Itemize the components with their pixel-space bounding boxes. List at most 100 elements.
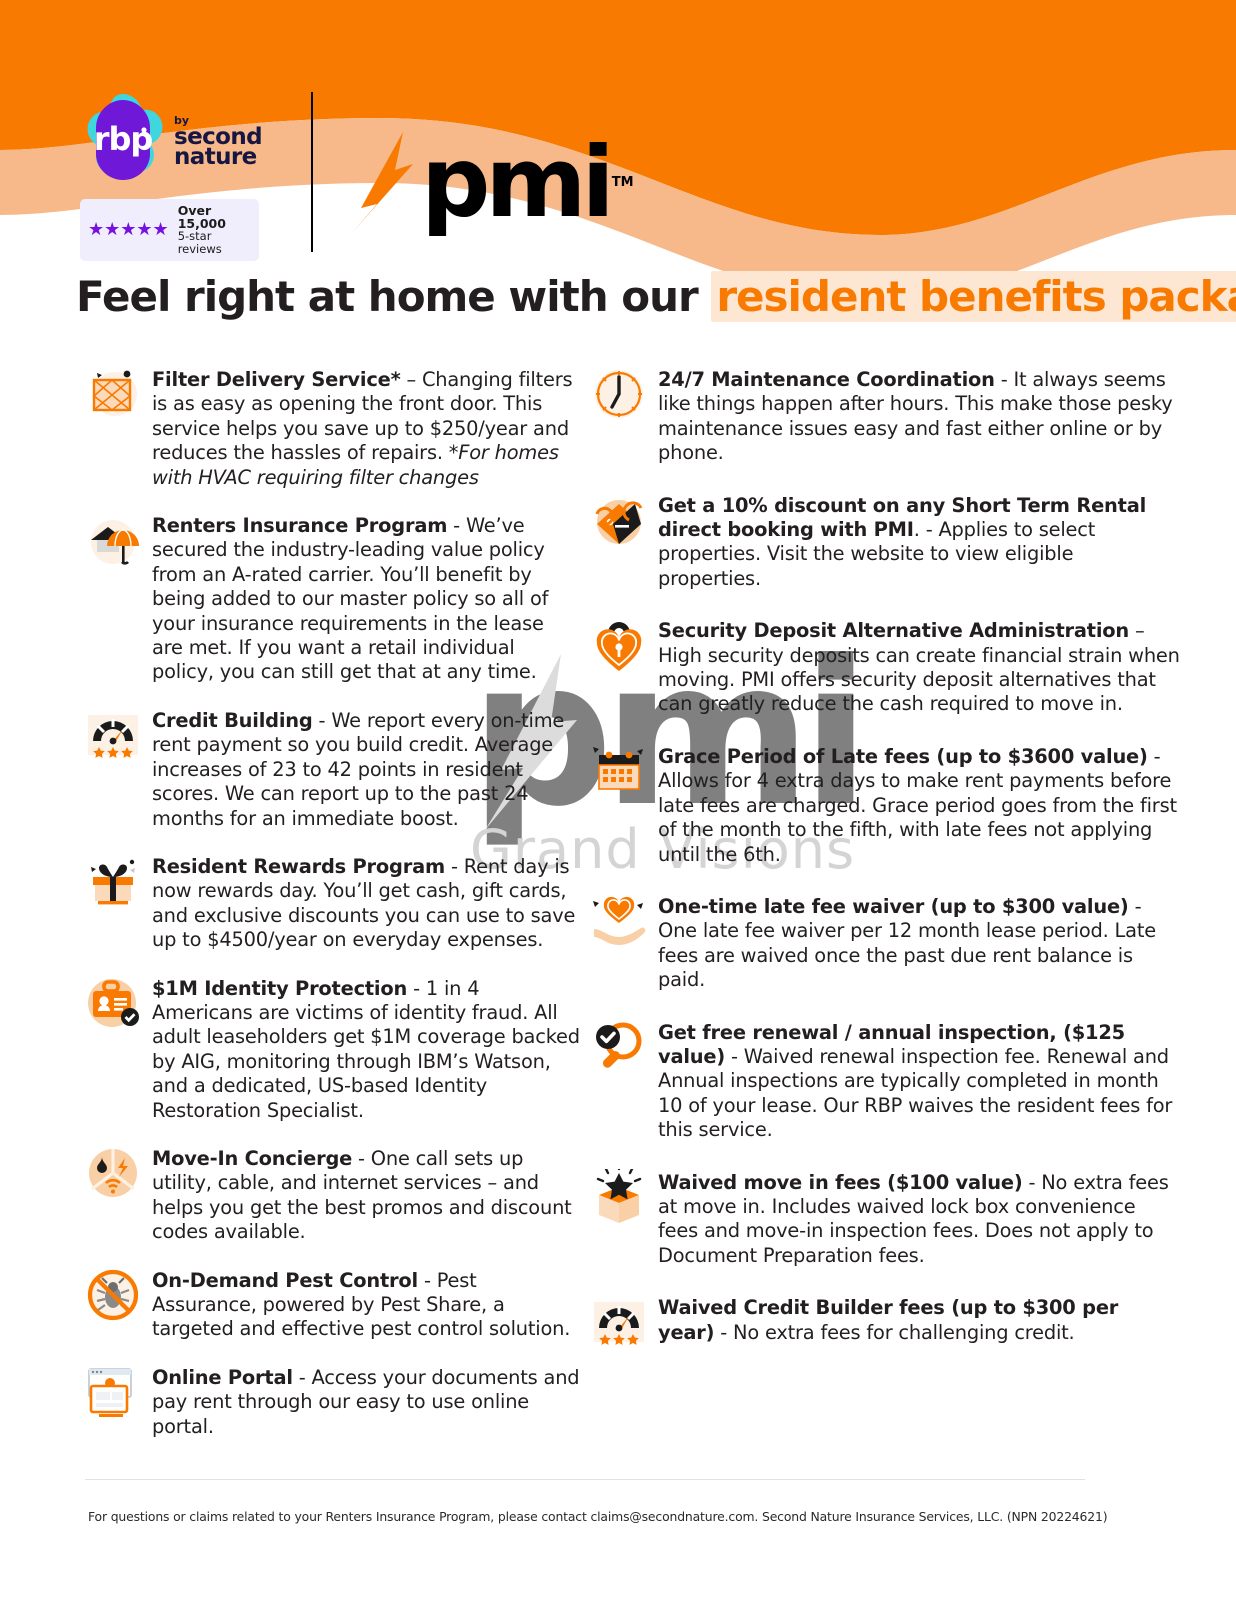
top-banner (0, 0, 1236, 340)
benefit-body: – Changing filters is as easy as opening… (152, 368, 573, 465)
benefit-text: Security Deposit Alternative Administrat… (658, 617, 1180, 717)
benefit-body: - One call sets up utility, cable, and i… (152, 1146, 572, 1244)
benefit-item: Resident Rewards Program - Rent day is n… (85, 853, 580, 953)
benefit-item: 24/7 Maintenance Coordination - It alway… (591, 366, 1180, 466)
benefit-item: Grace Period of Late fees (up to $3600 v… (591, 743, 1180, 867)
benefit-title: $1M Identity Protection (152, 976, 408, 1000)
reviews-badge: ★★★★★ Over 15,000 5-star reviews (80, 199, 259, 261)
benefit-title: 24/7 Maintenance Coordination (658, 368, 995, 391)
benefit-body: - No extra fees for challenging credit. (714, 1320, 1075, 1344)
benefit-text: Online Portal - Access your documents an… (152, 1364, 580, 1439)
pmi-arrow-icon (351, 132, 413, 234)
benefit-title: Waived move in fees ($100 value) (658, 1170, 1023, 1194)
by-label: by (174, 113, 190, 127)
benefit-text: Resident Rewards Program - Rent day is n… (152, 853, 580, 953)
benefit-item: Credit Building - We report every on-tim… (85, 707, 580, 831)
benefit-title: Credit Building (152, 708, 313, 732)
clock-icon (591, 366, 647, 422)
benefit-text: 24/7 Maintenance Coordination - It alway… (658, 366, 1180, 466)
benefit-text: Grace Period of Late fees (up to $3600 v… (658, 743, 1180, 867)
inspection-magnifier-icon (591, 1019, 647, 1075)
benefit-text: Get a 10% discount on any Short Term Ren… (658, 492, 1180, 592)
credit-gauge-icon (591, 1294, 647, 1350)
banner-peach-wave (0, 118, 1236, 300)
pmi-wordmark-text: pmi (421, 126, 615, 239)
umbrella-house-icon (85, 512, 141, 568)
utilities-icon (85, 1145, 141, 1201)
headline-highlight: resident benefits package. (711, 271, 1236, 322)
benefit-title: Resident Rewards Program (152, 854, 445, 878)
discount-tag-icon (591, 492, 647, 548)
footer-divider (85, 1479, 1085, 1480)
benefit-text: Renters Insurance Program - We’ve secure… (152, 512, 580, 685)
second-nature-line2: nature (174, 143, 257, 170)
filter-icon (85, 366, 141, 422)
logo-row: rbp by second nature ★★★★★ Over 15,000 5… (80, 92, 634, 267)
second-nature-line1: second (174, 123, 263, 150)
benefits-column-left: Filter Delivery Service* – Changing filt… (0, 366, 580, 1461)
pmi-logo: pmi TM (347, 130, 634, 236)
benefits-columns: Filter Delivery Service* – Changing filt… (0, 366, 1236, 1461)
benefit-body: - No extra fees at move in. Includes wai… (658, 1170, 1169, 1267)
benefit-body: - Access your documents and pay rent thr… (152, 1365, 580, 1438)
benefit-item: On-Demand Pest Control - Pest Assurance,… (85, 1267, 580, 1342)
benefit-body: - Rent day is now rewards day. You’ll ge… (152, 854, 576, 952)
benefit-item: One-time late fee waiver (up to $300 val… (591, 893, 1180, 993)
benefit-item: Waived Credit Builder fees (up to $300 p… (591, 1294, 1180, 1350)
benefit-text: Get free renewal / annual inspection, ($… (658, 1019, 1180, 1143)
benefit-item: Move-In Concierge - One call sets up uti… (85, 1145, 580, 1245)
benefit-item: Renters Insurance Program - We’ve secure… (85, 512, 580, 685)
online-portal-icon (85, 1364, 141, 1420)
benefit-item: Filter Delivery Service* – Changing filt… (85, 366, 580, 490)
benefit-text: Credit Building - We report every on-tim… (152, 707, 580, 831)
benefits-column-right: 24/7 Maintenance Coordination - It alway… (580, 366, 1180, 1461)
hand-heart-icon (591, 893, 647, 949)
benefit-item: Get free renewal / annual inspection, ($… (591, 1019, 1180, 1143)
headline-plain: Feel right at home with our (76, 272, 712, 321)
benefit-title: Renters Insurance Program (152, 514, 448, 538)
reviews-count: Over 15,000 (177, 203, 226, 231)
page-title: Feel right at home with our resident ben… (76, 271, 1236, 322)
benefit-title: Online Portal (152, 1365, 293, 1389)
id-badge-icon (85, 975, 141, 1031)
benefit-text: Move-In Concierge - One call sets up uti… (152, 1145, 580, 1245)
benefit-text: On-Demand Pest Control - Pest Assurance,… (152, 1267, 580, 1342)
benefit-title: On-Demand Pest Control (152, 1268, 418, 1292)
benefit-body: - Allows for 4 extra days to make rent p… (658, 744, 1177, 866)
benefit-item: Security Deposit Alternative Administrat… (591, 617, 1180, 717)
logo-divider (311, 92, 313, 252)
benefit-item: Get a 10% discount on any Short Term Ren… (591, 492, 1180, 592)
benefit-body: - Waived renewal inspection fee. Renewal… (658, 1044, 1173, 1142)
gift-icon (85, 853, 141, 909)
benefit-body: - One late fee waiver per 12 month lease… (658, 894, 1156, 992)
benefit-body: - 1 in 4 Americans are victims of identi… (152, 976, 580, 1122)
reviews-text: Over 15,000 5-star reviews (177, 203, 250, 256)
benefit-title: One-time late fee waiver (up to $300 val… (658, 894, 1129, 918)
benefit-text: $1M Identity Protection - 1 in 4 America… (152, 975, 580, 1123)
benefit-footnote: *For homes with HVAC requiring filter ch… (152, 441, 559, 489)
benefit-title: Move-In Concierge (152, 1146, 353, 1170)
pmi-wordmark: pmi TM (421, 134, 634, 231)
benefit-body: - We’ve secured the industry-leading val… (152, 514, 549, 684)
credit-gauge-icon (85, 707, 141, 763)
benefit-body: - We report every on-time rent payment s… (152, 708, 565, 830)
benefit-title: Filter Delivery Service* (152, 368, 401, 391)
reviews-label: 5-star reviews (177, 229, 222, 256)
benefit-text: Waived Credit Builder fees (up to $300 p… (658, 1294, 1180, 1345)
rbp-badge-icon: rbp (87, 94, 163, 180)
benefit-title: Get free renewal / annual inspection, ($… (658, 1020, 1125, 1068)
benefit-text: Waived move in fees ($100 value) - No ex… (658, 1169, 1180, 1269)
calendar-icon (591, 743, 647, 799)
banner-orange-wave (0, 0, 1236, 235)
benefit-text: One-time late fee waiver (up to $300 val… (658, 893, 1180, 993)
benefit-item: Waived move in fees ($100 value) - No ex… (591, 1168, 1180, 1269)
benefit-body: - Pest Assurance, powered by Pest Share,… (152, 1268, 571, 1341)
benefit-body: . - Applies to select properties. Visit … (658, 518, 1096, 590)
benefit-title: Get a 10% discount on any Short Term Ren… (658, 493, 1147, 542)
star-rating-icon: ★★★★★ (88, 219, 169, 240)
benefit-item: Online Portal - Access your documents an… (85, 1364, 580, 1439)
rbp-second-nature-logo: rbp by second nature ★★★★★ Over 15,000 5… (80, 92, 285, 261)
benefit-title: Grace Period of Late fees (up to $3600 v… (658, 744, 1148, 768)
benefit-body: - It always seems like things happen aft… (658, 368, 1173, 465)
svg-text:rbp: rbp (94, 120, 153, 158)
